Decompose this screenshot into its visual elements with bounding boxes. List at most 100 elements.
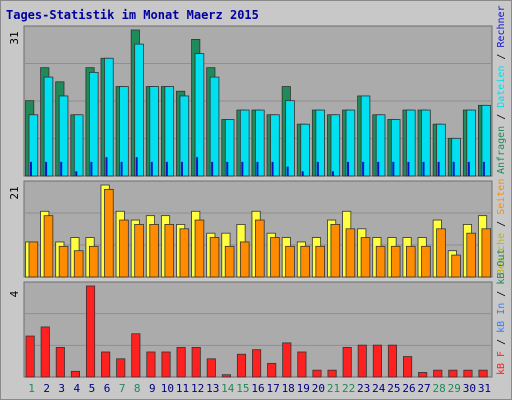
x-tick-label: 1: [28, 382, 35, 395]
top-bar-dateien-17: [270, 114, 280, 177]
top-bar-dateien-3: [58, 95, 69, 177]
bottom-bar-kb-f-5: [85, 285, 96, 378]
bottom-bar-kb-f-18: [282, 342, 292, 378]
top-bar-dateien-4: [73, 114, 84, 177]
middle-bar-seiten-19: [300, 245, 310, 278]
top-bar-dateien-7: [119, 86, 129, 177]
top-y-max-label: 31: [8, 31, 21, 44]
top-bar-rechner-ip-adressen--28: [437, 161, 440, 176]
bottom-bar-kb-f-22: [342, 347, 352, 378]
middle-bar-seiten-24: [375, 245, 386, 278]
x-tick-label: 5: [89, 382, 96, 395]
middle-bar-seiten-18: [285, 245, 295, 278]
middle-bar-seiten-31: [481, 228, 492, 278]
top-bar-rechner-ip-adressen--18: [286, 166, 289, 176]
bottom-legend-item: kB Out: [496, 249, 507, 285]
x-tick-label: 6: [104, 382, 111, 395]
bottom-bar-kb-f-30: [463, 369, 473, 378]
top-bar-dateien-24: [375, 114, 386, 177]
top-legend-item: Rechner (IP-Adressen): [496, 0, 507, 48]
top-bar-dateien-31: [481, 104, 492, 177]
top-bar-rechner-ip-adressen--29: [452, 161, 455, 176]
bottom-bar-kb-f-28: [433, 369, 443, 378]
middle-bar-seiten-1: [28, 241, 39, 278]
bottom-bar-kb-f-27: [418, 372, 428, 378]
top-bar-rechner-ip-adressen--11: [180, 161, 183, 176]
x-tick-label: 26: [402, 382, 415, 395]
x-tick-label: 21: [327, 382, 340, 395]
middle-bar-seiten-4: [73, 250, 84, 278]
top-bar-rechner-ip-adressen--8: [135, 157, 138, 176]
bottom-legend-item: kB In: [496, 303, 507, 333]
middle-bar-seiten-29: [451, 254, 461, 278]
middle-bar-seiten-28: [436, 228, 446, 278]
x-tick-label: 7: [119, 382, 126, 395]
top-legend: Anfragen / Dateien / Rechner (IP-Adresse…: [496, 0, 507, 174]
x-tick-label: 18: [282, 382, 295, 395]
x-tick-label: 28: [433, 382, 446, 395]
bottom-bar-kb-f-2: [40, 326, 50, 378]
middle-bar-seiten-20: [315, 245, 325, 278]
middle-bar-seiten-14: [224, 245, 235, 278]
bottom-bar-kb-f-31: [478, 369, 488, 378]
top-bar-dateien-9: [149, 86, 159, 177]
x-tick-label: 3: [58, 382, 65, 395]
top-bar-rechner-ip-adressen--3: [60, 161, 63, 176]
top-bar-dateien-25: [390, 119, 401, 177]
top-bar-rechner-ip-adressen--5: [90, 161, 93, 176]
x-tick-label: 11: [176, 382, 189, 395]
middle-bar-seiten-22: [345, 228, 356, 278]
top-bar-dateien-6: [104, 57, 114, 177]
top-bar-dateien-10: [164, 86, 175, 177]
bottom-bar-kb-f-26: [403, 356, 413, 378]
middle-bar-seiten-12: [194, 219, 205, 278]
top-bar-rechner-ip-adressen--17: [271, 161, 274, 176]
bottom-bar-kb-f-8: [131, 333, 141, 378]
x-tick-label: 22: [342, 382, 355, 395]
top-bar-rechner-ip-adressen--20: [316, 161, 319, 176]
top-bar-dateien-30: [466, 109, 476, 177]
top-bar-dateien-22: [345, 109, 356, 177]
bottom-y-max-label: 4: [8, 290, 21, 297]
top-bar-rechner-ip-adressen--1: [30, 161, 32, 176]
top-bar-dateien-19: [300, 123, 310, 177]
x-tick-label: 2: [43, 382, 50, 395]
top-bar-dateien-14: [224, 119, 235, 177]
bottom-bar-kb-f-20: [312, 369, 322, 378]
middle-bar-seiten-30: [466, 232, 476, 278]
top-bar-rechner-ip-adressen--2: [45, 161, 48, 176]
bottom-bar-kb-f-17: [267, 362, 277, 378]
middle-y-max-label: 21: [8, 186, 21, 199]
top-bar-rechner-ip-adressen--21: [331, 171, 334, 176]
bottom-bar-kb-f-3: [55, 347, 65, 378]
bottom-bar-kb-f-13: [206, 358, 216, 378]
chart-title: Tages-Statistik im Monat Maerz 2015: [6, 8, 259, 22]
middle-bar-seiten-2: [43, 215, 54, 278]
top-bar-dateien-5: [88, 71, 99, 177]
bottom-legend-item: /: [496, 333, 507, 351]
x-tick-label: 9: [149, 382, 156, 395]
x-tick-label: 8: [134, 382, 141, 395]
top-legend-item: Dateien: [496, 66, 507, 108]
bottom-bar-kb-f-23: [357, 344, 367, 378]
middle-bar-seiten-15: [239, 241, 250, 278]
top-bar-rechner-ip-adressen--27: [422, 161, 425, 176]
middle-bar-seiten-21: [330, 224, 341, 278]
middle-legend-item: Besuche: [496, 233, 507, 275]
middle-bar-seiten-16: [255, 219, 265, 278]
top-bar-rechner-ip-adressen--31: [482, 161, 485, 176]
middle-bar-seiten-9: [149, 224, 159, 278]
x-tick-label: 24: [372, 382, 386, 395]
top-bar-rechner-ip-adressen--30: [467, 161, 470, 176]
bottom-bar-kb-f-7: [116, 358, 126, 378]
top-bar-dateien-23: [360, 95, 371, 177]
bottom-bar-kb-f-29: [448, 369, 458, 378]
top-bar-rechner-ip-adressen--4: [75, 171, 78, 176]
bottom-bar-kb-f-4: [70, 370, 80, 378]
x-tick-label: 4: [74, 382, 81, 395]
x-tick-label: 31: [478, 382, 491, 395]
middle-bar-seiten-17: [270, 237, 280, 278]
top-bar-rechner-ip-adressen--26: [407, 161, 410, 176]
bottom-bar-kb-f-21: [327, 369, 337, 378]
top-bar-dateien-20: [315, 109, 325, 177]
